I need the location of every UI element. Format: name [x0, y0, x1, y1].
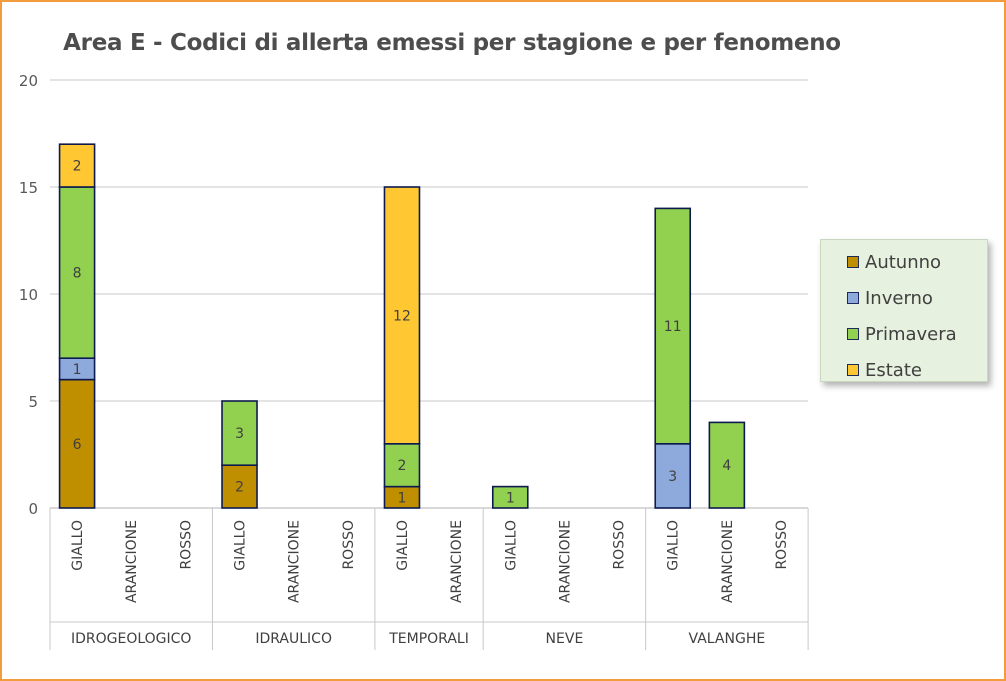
bar-segment-primavera — [221, 400, 258, 466]
bar-segment-estate — [383, 186, 421, 445]
bar-segment-primavera — [383, 442, 421, 488]
x-tick-label: GIALLO — [503, 520, 519, 571]
legend-item: Inverno — [821, 280, 987, 316]
y-tick-label: 0 — [28, 500, 38, 518]
x-tick-label: ROSSO — [178, 520, 194, 570]
data-label: 2 — [398, 458, 407, 474]
legend-swatch — [847, 364, 859, 376]
y-tick-label: 5 — [28, 393, 38, 411]
legend-item: Primavera — [821, 316, 987, 352]
legend-label: Autunno — [865, 251, 942, 273]
x-tick-label: GIALLO — [70, 520, 86, 571]
bar-segment-inverno — [654, 442, 692, 509]
bar-segment-primavera — [58, 186, 96, 359]
group-label: IDRAULICO — [255, 631, 332, 647]
x-tick-label: ARANCIONE — [557, 520, 573, 603]
data-label: 8 — [73, 266, 82, 282]
group-label: TEMPORALI — [388, 631, 469, 647]
data-label: 2 — [235, 480, 244, 496]
bar-segment-primavera — [491, 485, 529, 509]
data-label: 2 — [73, 159, 82, 175]
legend-swatch — [847, 256, 859, 268]
x-tick-label: ARANCIONE — [287, 520, 303, 603]
data-label: 4 — [722, 458, 731, 474]
data-label: 3 — [668, 469, 677, 485]
bar-segment-autunno — [58, 378, 96, 509]
chart-title: Area E - Codici di allerta emessi per st… — [63, 30, 841, 56]
data-label: 1 — [398, 490, 407, 506]
data-label: 6 — [73, 437, 82, 453]
x-tick-label: GIALLO — [233, 520, 249, 571]
legend-item: Estate — [821, 352, 987, 388]
data-label: 11 — [664, 319, 682, 335]
x-tick-label: GIALLO — [395, 520, 411, 571]
x-tick-label: ARANCIONE — [124, 520, 140, 603]
data-label: 12 — [393, 308, 411, 324]
x-tick-label: ROSSO — [774, 520, 790, 570]
legend-label: Inverno — [865, 287, 933, 309]
legend-item: Autunno — [821, 244, 987, 280]
y-tick-label: 10 — [19, 286, 38, 304]
data-label: 1 — [506, 490, 515, 506]
x-tick-label: ROSSO — [612, 520, 628, 570]
data-label: 1 — [73, 362, 82, 378]
chart-legend: Autunno Inverno Primavera Estate — [820, 239, 988, 382]
x-tick-label: GIALLO — [666, 520, 682, 571]
legend-label: Estate — [865, 359, 922, 381]
legend-swatch — [847, 292, 859, 304]
y-tick-label: 20 — [19, 72, 38, 90]
data-label: 3 — [235, 426, 244, 442]
y-tick-label: 15 — [19, 179, 38, 197]
group-label: IDROGEOLOGICO — [71, 631, 191, 647]
legend-label: Primavera — [865, 323, 957, 345]
bar-segment-primavera — [654, 207, 692, 445]
group-label: NEVE — [546, 631, 584, 647]
legend-swatch — [847, 328, 859, 340]
bar-segment-primavera — [708, 421, 746, 509]
x-tick-label: ARANCIONE — [720, 520, 736, 603]
group-label: VALANGHE — [689, 631, 766, 647]
x-tick-label: ARANCIONE — [449, 520, 465, 603]
bar-segment-estate — [58, 143, 96, 188]
x-tick-label: ROSSO — [341, 520, 357, 570]
